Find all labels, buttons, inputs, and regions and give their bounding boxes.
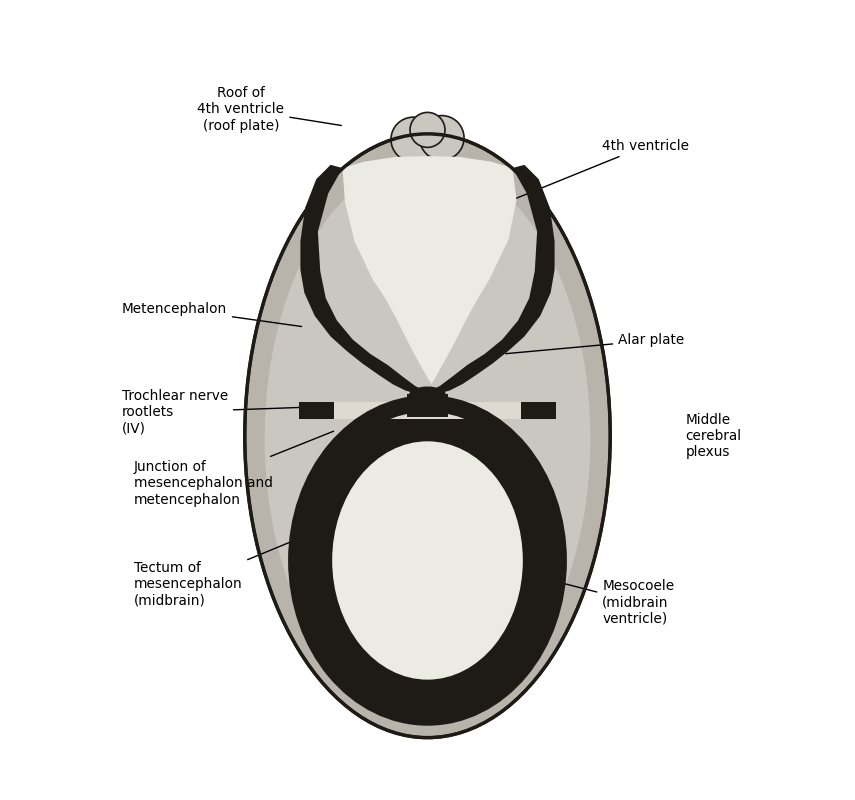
Text: 4th ventricle: 4th ventricle — [481, 138, 689, 212]
Polygon shape — [407, 394, 448, 418]
Ellipse shape — [410, 113, 445, 147]
Ellipse shape — [391, 117, 435, 162]
Text: Middle
cerebral
plexus: Middle cerebral plexus — [686, 413, 742, 459]
Ellipse shape — [420, 115, 464, 160]
Text: Tectum of
mesencephalon
(midbrain): Tectum of mesencephalon (midbrain) — [133, 530, 320, 607]
Text: Mesocoele
(midbrain
ventricle): Mesocoele (midbrain ventricle) — [476, 561, 675, 626]
Ellipse shape — [245, 134, 610, 738]
Ellipse shape — [336, 446, 519, 676]
Polygon shape — [343, 156, 516, 384]
Text: Metencephalon: Metencephalon — [121, 302, 302, 326]
Ellipse shape — [410, 386, 445, 402]
Text: Roof of
4th ventricle
(roof plate): Roof of 4th ventricle (roof plate) — [198, 86, 341, 133]
Ellipse shape — [265, 160, 590, 716]
Ellipse shape — [332, 442, 523, 680]
Polygon shape — [345, 158, 510, 381]
Text: Alar plate: Alar plate — [506, 334, 684, 354]
Polygon shape — [300, 165, 431, 394]
Text: Trochlear nerve
rootlets
(IV): Trochlear nerve rootlets (IV) — [121, 389, 327, 435]
Ellipse shape — [297, 403, 558, 718]
Polygon shape — [298, 402, 557, 419]
Text: Junction of
mesencephalon and
metencephalon: Junction of mesencephalon and metencepha… — [133, 431, 333, 506]
Polygon shape — [333, 402, 522, 419]
Polygon shape — [424, 165, 555, 394]
